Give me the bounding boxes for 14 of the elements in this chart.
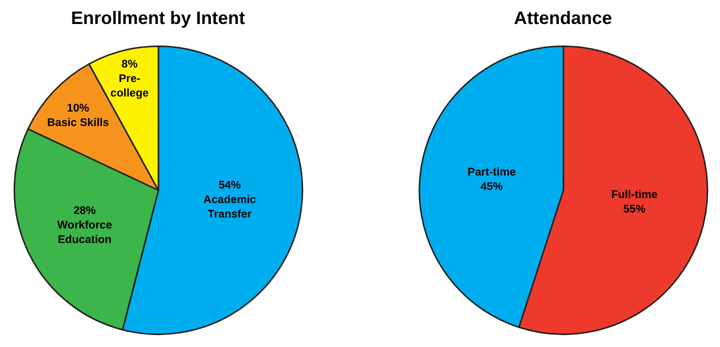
data-label: 45% [480,180,503,193]
slice-label: Basic Skills [47,116,109,129]
data-label: 55% [623,203,646,216]
data-label: 28% [73,205,96,218]
slice-label: Part-time [468,166,516,178]
slice-label: Academic Transfer [203,194,256,220]
chart-title: Enrollment by Intent [71,8,246,28]
data-label: 54% [218,180,241,192]
slice-label: Full-time [611,188,658,201]
chart-title: Attendance [514,8,612,28]
slice-label: Pre-college [110,73,149,100]
data-label: 8% [122,58,138,71]
slice-label: Workforce Education [57,220,112,246]
data-label: 10% [66,102,90,114]
